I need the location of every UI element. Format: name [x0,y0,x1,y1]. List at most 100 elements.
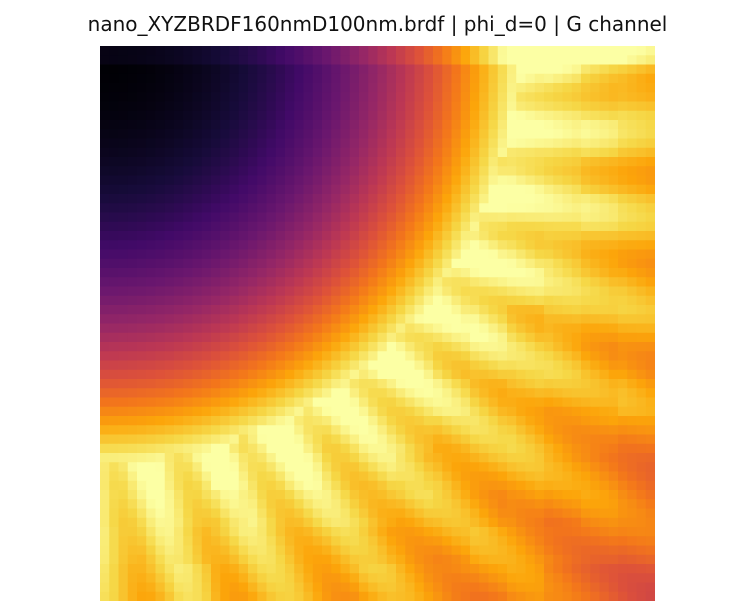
heatmap-cell [285,286,295,297]
heatmap-cell [174,397,184,408]
heatmap-cell [201,194,212,204]
heatmap-cell [479,258,490,269]
heatmap-cell [405,545,416,556]
heatmap-cell [322,314,332,325]
heatmap-cell [137,416,147,426]
heatmap-cell [377,490,388,500]
heatmap-cell [377,379,388,389]
heatmap-cell [100,545,110,556]
heatmap-cell [201,73,212,84]
heatmap-cell [627,342,638,352]
heatmap-cell [220,517,231,528]
heatmap-cell [470,166,480,177]
heatmap-cell [201,517,212,528]
heatmap-cell [211,508,221,519]
heatmap-cell [137,258,147,269]
heatmap-cell [377,295,388,306]
heatmap-cell [479,147,490,158]
heatmap-cell [183,332,194,343]
heatmap-cell [405,406,416,417]
heatmap-cell [146,194,157,204]
heatmap-cell [285,434,295,445]
heatmap-cell [516,453,527,463]
heatmap-cell [192,73,203,84]
heatmap-cell [359,277,369,288]
heatmap-cell [618,286,628,297]
heatmap-cell [192,231,203,241]
heatmap-cell [220,351,231,362]
heatmap-cell [127,101,138,112]
heatmap-cell [534,471,545,482]
heatmap-cell [544,434,554,445]
heatmap-cell [599,46,610,56]
heatmap-cell [146,277,157,288]
heatmap-cell [433,554,443,565]
heatmap-cell [146,490,157,500]
heatmap-cell [571,268,582,278]
heatmap-cell [386,138,397,149]
heatmap-cell [608,249,619,260]
heatmap-cell [118,388,129,399]
heatmap-cell [396,536,406,547]
heatmap-cell [451,277,462,288]
heatmap-cell [516,425,527,436]
heatmap-cell [433,110,443,121]
heatmap-cell [562,591,573,601]
heatmap-cell [433,268,443,278]
heatmap-cell [220,508,231,519]
heatmap-cell [100,434,110,445]
heatmap-cell [497,277,508,288]
heatmap-cell [322,323,332,334]
heatmap-cell [627,138,638,149]
heatmap-cell [386,286,397,297]
heatmap-cell [220,249,231,260]
heatmap-cell [460,323,471,334]
heatmap-cell [544,166,554,177]
heatmap-cell [581,101,591,112]
heatmap-cell [285,471,295,482]
heatmap-cell [201,305,212,315]
heatmap-cell [109,323,120,334]
heatmap-cell [562,332,573,343]
heatmap-cell [164,490,175,500]
heatmap-cell [645,110,655,121]
heatmap-cell [525,83,536,93]
heatmap-cell [201,471,212,482]
heatmap-cell [118,332,129,343]
heatmap-cell [331,499,342,510]
heatmap-cell [183,258,194,269]
heatmap-cell [525,73,536,84]
heatmap-cell [238,184,249,195]
heatmap-cell [433,323,443,334]
heatmap-cell [507,258,517,269]
heatmap-cell [340,490,351,500]
heatmap-cell [211,175,221,186]
heatmap-cell [479,83,490,93]
heatmap-cell [331,157,342,167]
heatmap-cell [349,277,360,288]
heatmap-cell [137,499,147,510]
heatmap-cell [294,212,305,223]
heatmap-cell [137,564,147,574]
heatmap-cell [442,379,453,389]
heatmap-cell [618,212,628,223]
heatmap-cell [488,249,499,260]
heatmap-cell [211,490,221,500]
heatmap-cell [553,536,564,547]
heatmap-cell [238,471,249,482]
heatmap-cell [442,499,453,510]
heatmap-cell [534,388,545,399]
heatmap-cell [368,286,379,297]
heatmap-cell [137,490,147,500]
heatmap-cell [581,443,591,454]
heatmap-cell [192,83,203,93]
heatmap-cell [386,120,397,130]
heatmap-cell [229,425,240,436]
heatmap-cell [423,453,434,463]
heatmap-cell [581,480,591,491]
heatmap-cell [100,462,110,473]
heatmap-cell [525,342,536,352]
heatmap-cell [497,453,508,463]
heatmap-cell [285,591,295,601]
heatmap-cell [405,591,416,601]
